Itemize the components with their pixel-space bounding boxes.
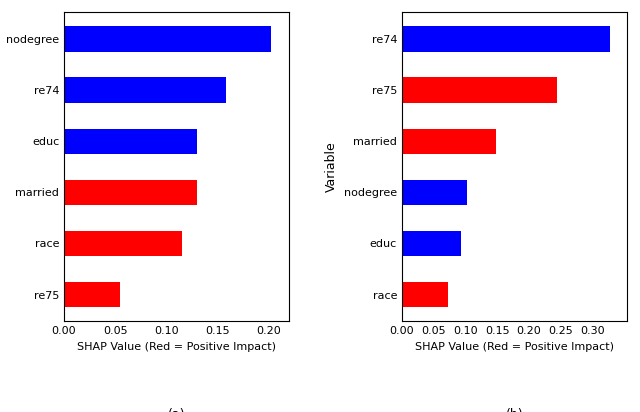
X-axis label: SHAP Value (Red = Positive Impact): SHAP Value (Red = Positive Impact) [77,342,276,352]
Bar [402,26,610,52]
Bar [64,129,197,154]
Text: (b): (b) [506,408,524,412]
Bar [64,77,226,103]
Bar [402,180,467,205]
Bar [402,77,557,103]
Bar [402,129,496,154]
Bar [64,282,120,307]
X-axis label: SHAP Value (Red = Positive Impact): SHAP Value (Red = Positive Impact) [415,342,614,352]
Text: (a): (a) [168,408,186,412]
Bar [402,231,461,256]
Bar [64,231,182,256]
Y-axis label: Variable: Variable [325,141,339,192]
Bar [402,282,448,307]
Bar [64,180,197,205]
Bar [64,26,271,52]
